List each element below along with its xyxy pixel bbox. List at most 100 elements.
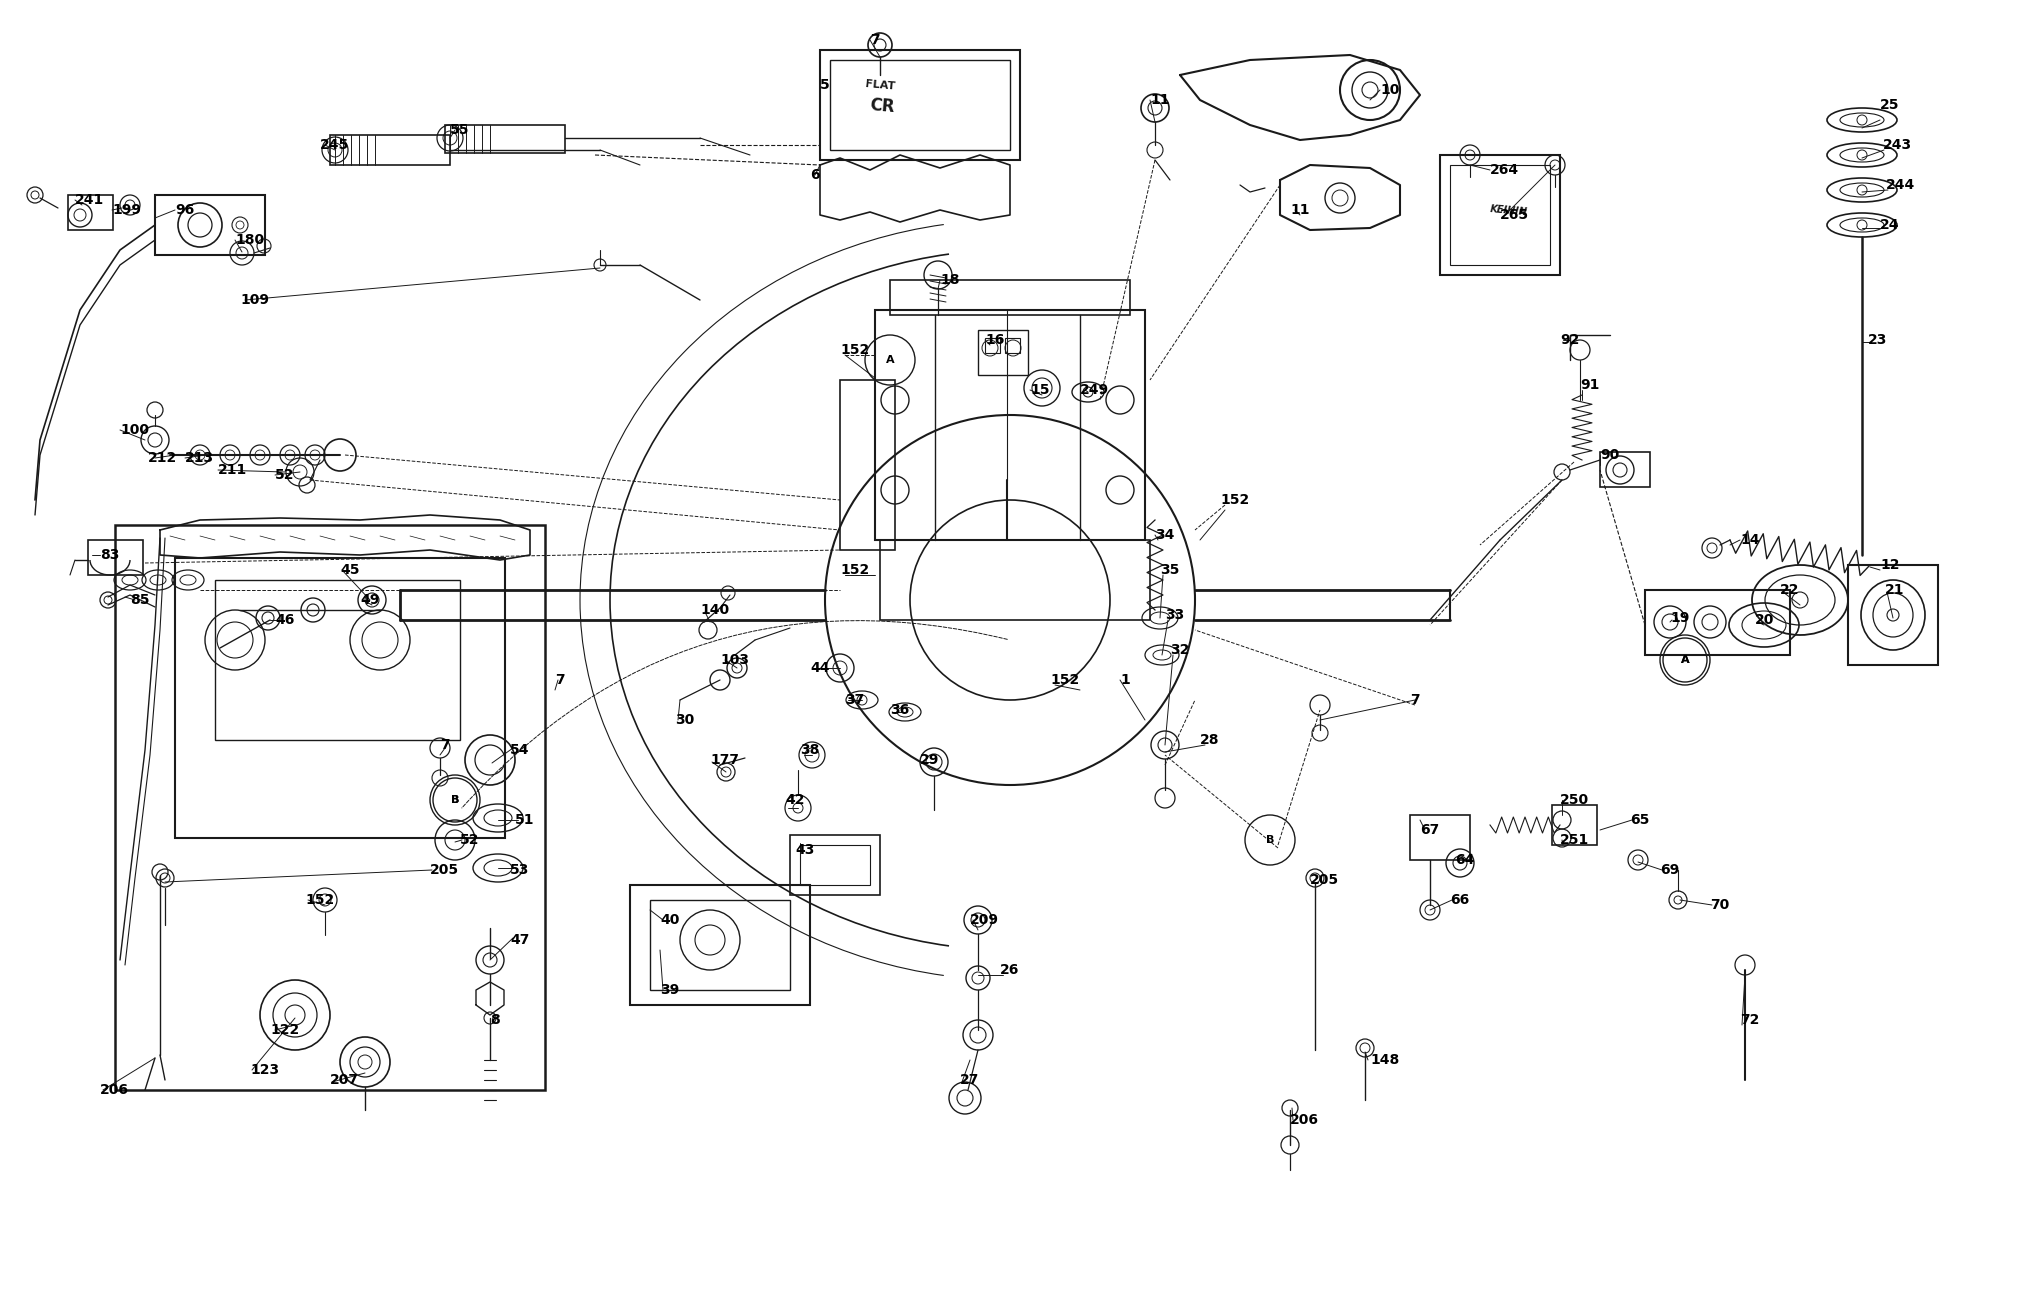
Bar: [649, 900, 790, 990]
Text: 25: 25: [1880, 98, 1899, 112]
Text: 64: 64: [1455, 853, 1475, 866]
Text: 5: 5: [820, 78, 830, 92]
Text: KEIHIN: KEIHIN: [1490, 204, 1528, 217]
Bar: [820, 49, 1020, 160]
Bar: [879, 540, 1150, 621]
Text: 43: 43: [796, 843, 814, 857]
Text: 19: 19: [1671, 611, 1689, 624]
Text: 32: 32: [1170, 643, 1188, 657]
Text: 152: 152: [840, 343, 869, 356]
Text: 11: 11: [1150, 92, 1170, 107]
Bar: [67, 195, 114, 230]
Bar: [790, 835, 879, 895]
Text: 96: 96: [175, 203, 193, 217]
Text: 27: 27: [961, 1073, 979, 1088]
Text: 250: 250: [1561, 794, 1589, 807]
Text: 177: 177: [710, 753, 739, 768]
Text: 49: 49: [360, 593, 379, 608]
Bar: [1600, 451, 1650, 487]
Bar: [330, 135, 450, 165]
Text: 15: 15: [1030, 382, 1050, 397]
Text: 265: 265: [1500, 208, 1528, 222]
Bar: [631, 885, 810, 1004]
Bar: [1553, 805, 1597, 846]
Text: 54: 54: [511, 743, 529, 757]
Text: 33: 33: [1164, 608, 1184, 622]
Text: 14: 14: [1740, 533, 1760, 546]
Text: 72: 72: [1740, 1013, 1760, 1026]
Text: 36: 36: [889, 703, 910, 717]
Text: 23: 23: [1868, 333, 1886, 347]
Text: 6: 6: [810, 168, 820, 182]
Text: 152: 152: [840, 563, 869, 578]
Text: FLAT: FLAT: [865, 79, 895, 92]
Text: 40: 40: [659, 913, 680, 928]
Text: 205: 205: [429, 863, 460, 877]
Text: 65: 65: [1630, 813, 1650, 827]
Text: 152: 152: [305, 892, 334, 907]
Bar: [1441, 155, 1561, 275]
Text: 28: 28: [1201, 732, 1219, 747]
Text: 245: 245: [319, 138, 350, 152]
Bar: [840, 380, 895, 550]
Text: 29: 29: [920, 753, 940, 768]
Text: 123: 123: [250, 1063, 279, 1077]
Text: 47: 47: [511, 933, 529, 947]
Text: 35: 35: [1160, 563, 1180, 578]
Text: 46: 46: [275, 613, 295, 627]
Text: 180: 180: [234, 233, 265, 247]
Text: 70: 70: [1709, 898, 1730, 912]
Bar: [1005, 338, 1020, 353]
Text: 244: 244: [1886, 178, 1915, 193]
Text: B: B: [452, 795, 460, 805]
Text: 30: 30: [676, 713, 694, 727]
Text: A: A: [1681, 654, 1689, 665]
Text: 52: 52: [460, 833, 480, 847]
Text: 37: 37: [845, 693, 865, 706]
Text: 249: 249: [1081, 382, 1109, 397]
Text: 7: 7: [871, 33, 879, 47]
Text: 100: 100: [120, 423, 149, 437]
Text: 16: 16: [985, 333, 1005, 347]
Bar: [155, 195, 265, 255]
Text: 51: 51: [515, 813, 535, 827]
Text: 45: 45: [340, 563, 360, 578]
Bar: [1848, 565, 1937, 665]
Text: 152: 152: [1050, 673, 1079, 687]
Text: 241: 241: [75, 193, 104, 207]
Text: 38: 38: [800, 743, 820, 757]
Text: 206: 206: [1290, 1112, 1319, 1127]
Text: 66: 66: [1451, 892, 1469, 907]
Text: 211: 211: [218, 463, 246, 477]
Bar: [979, 330, 1028, 375]
Text: 109: 109: [240, 293, 269, 307]
Text: 24: 24: [1880, 219, 1899, 232]
Text: 92: 92: [1561, 333, 1579, 347]
Text: 12: 12: [1880, 558, 1899, 572]
Text: 11: 11: [1290, 203, 1309, 217]
Text: 152: 152: [1221, 493, 1249, 507]
Text: 199: 199: [112, 203, 140, 217]
Text: 53: 53: [511, 863, 529, 877]
Text: 21: 21: [1884, 583, 1905, 597]
Text: 69: 69: [1661, 863, 1679, 877]
Text: 207: 207: [330, 1073, 358, 1088]
Text: 52: 52: [275, 468, 295, 481]
Bar: [1410, 814, 1469, 860]
Text: 206: 206: [100, 1082, 128, 1097]
Text: 205: 205: [1311, 873, 1339, 887]
Text: 140: 140: [700, 602, 729, 617]
Text: B: B: [1266, 835, 1274, 846]
Text: A: A: [885, 355, 893, 366]
Text: 243: 243: [1882, 138, 1913, 152]
Bar: [88, 540, 142, 575]
Text: 103: 103: [720, 653, 749, 667]
Text: 264: 264: [1490, 163, 1518, 177]
Text: 44: 44: [810, 661, 830, 675]
Bar: [446, 125, 566, 154]
Text: 7: 7: [440, 738, 450, 752]
Text: A: A: [1681, 654, 1689, 665]
Bar: [985, 338, 999, 353]
Text: 42: 42: [786, 794, 804, 807]
Text: 91: 91: [1579, 379, 1600, 392]
